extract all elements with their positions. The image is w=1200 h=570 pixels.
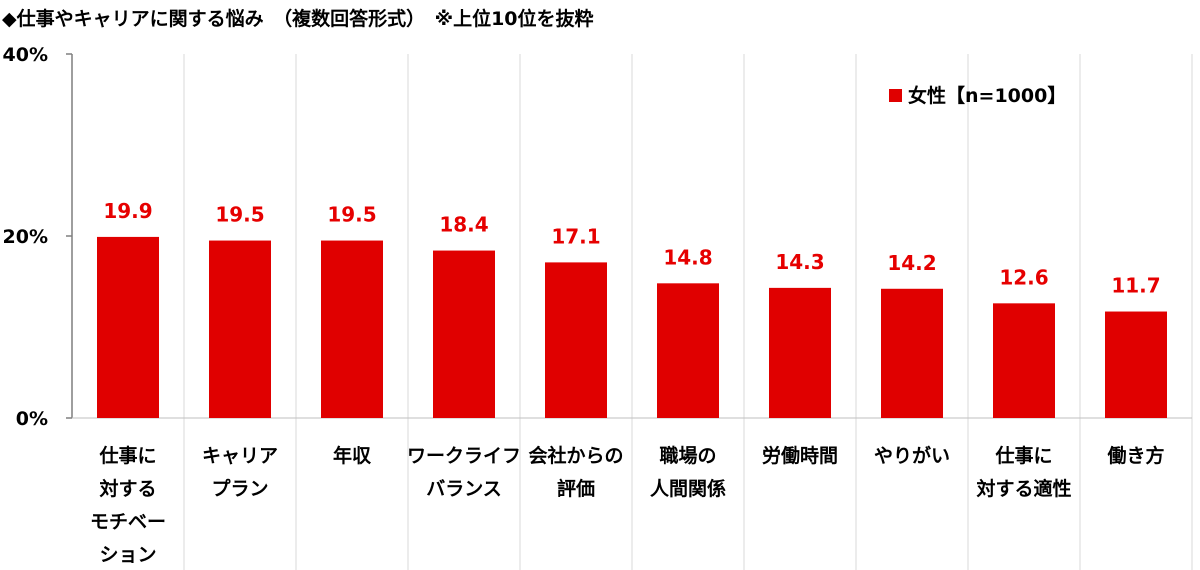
category-label: 会社からの評価	[528, 444, 623, 500]
data-label: 19.9	[103, 199, 152, 223]
y-tick-label: 40%	[3, 44, 48, 66]
chart-title: ◆仕事やキャリアに関する悩み （複数回答形式） ※上位10位を抜粋	[2, 8, 594, 30]
bar	[993, 303, 1055, 418]
category-label: 働き方	[1106, 444, 1164, 467]
bar	[881, 288, 943, 418]
data-label: 14.8	[663, 245, 712, 269]
bar	[97, 236, 159, 418]
bar	[433, 250, 495, 418]
data-label: 19.5	[215, 203, 264, 227]
bar	[545, 262, 607, 418]
category-label: キャリアプラン	[202, 445, 278, 500]
category-label: やりがい	[874, 444, 950, 467]
category-label: 仕事に対する適性	[975, 444, 1071, 500]
y-tick-label: 20%	[3, 226, 48, 248]
bar	[1105, 311, 1167, 418]
bar	[321, 240, 383, 418]
category-label: 仕事に対するモチベーション	[90, 444, 166, 566]
data-label: 12.6	[999, 265, 1048, 289]
category-label: 労働時間	[762, 444, 838, 467]
category-label: 職場の人間関係	[650, 444, 726, 500]
data-label: 19.5	[327, 203, 376, 227]
bar	[209, 240, 271, 418]
data-label: 14.3	[775, 250, 824, 274]
bar	[769, 287, 831, 418]
category-label: ワークライフバランス	[407, 445, 521, 500]
data-label: 18.4	[439, 213, 488, 237]
data-label: 11.7	[1111, 274, 1160, 298]
data-label: 14.2	[887, 251, 936, 275]
legend-swatch	[889, 89, 902, 102]
data-label: 17.1	[551, 224, 600, 248]
legend-label: 女性【n=1000】	[908, 84, 1066, 107]
y-tick-label: 0%	[16, 408, 48, 430]
bar	[657, 283, 719, 418]
category-label: 年収	[333, 444, 372, 467]
